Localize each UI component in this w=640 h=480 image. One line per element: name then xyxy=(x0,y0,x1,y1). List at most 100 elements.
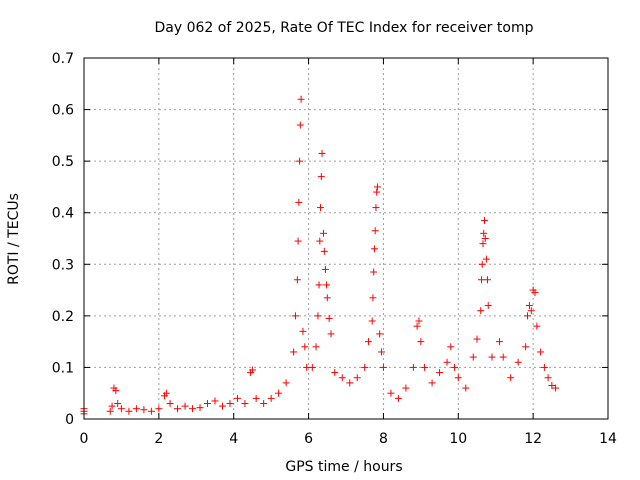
data-points xyxy=(80,95,560,418)
x-tick-label: 8 xyxy=(379,431,388,447)
data-point xyxy=(371,227,379,235)
x-tick-label: 4 xyxy=(229,431,238,447)
data-point xyxy=(108,402,116,410)
x-tick-label: 10 xyxy=(449,431,467,447)
data-point xyxy=(544,374,552,382)
x-axis-ticks: 0 2 4 6 8 10 12 14 xyxy=(80,58,617,447)
data-point xyxy=(469,353,477,361)
data-point xyxy=(294,237,302,245)
data-point xyxy=(484,302,492,310)
data-point xyxy=(211,397,219,405)
data-point xyxy=(301,343,309,351)
data-point xyxy=(378,348,386,356)
data-point xyxy=(364,338,372,346)
data-point xyxy=(315,281,323,289)
data-point xyxy=(421,363,429,371)
data-point xyxy=(376,330,384,338)
data-point xyxy=(226,400,234,408)
data-point xyxy=(480,229,488,237)
data-point xyxy=(312,343,320,351)
x-tick-label: 14 xyxy=(599,431,617,447)
data-point xyxy=(369,294,377,302)
data-point xyxy=(346,379,354,387)
data-point xyxy=(436,369,444,377)
y-axis-ticks: 0 0.1 0.2 0.3 0.4 0.5 0.6 0.7 xyxy=(52,51,608,428)
data-point xyxy=(394,394,402,402)
data-point xyxy=(189,405,197,413)
data-point xyxy=(370,268,378,276)
data-point xyxy=(267,394,275,402)
data-point xyxy=(162,389,170,397)
data-point xyxy=(248,366,256,374)
data-point xyxy=(318,149,326,157)
y-tick-label: 0.7 xyxy=(52,51,74,67)
data-point xyxy=(522,343,530,351)
data-point xyxy=(368,317,376,325)
data-point xyxy=(147,407,155,415)
data-point xyxy=(325,314,333,322)
data-point xyxy=(552,384,560,392)
data-point xyxy=(338,374,346,382)
data-point xyxy=(132,405,140,413)
data-point xyxy=(218,402,226,410)
data-point xyxy=(415,317,423,325)
data-point xyxy=(196,404,204,412)
data-point xyxy=(296,121,304,129)
data-point xyxy=(373,183,381,191)
data-point xyxy=(537,348,545,356)
data-point xyxy=(282,379,290,387)
x-tick-label: 12 xyxy=(524,431,542,447)
data-point xyxy=(483,276,491,284)
data-point xyxy=(402,384,410,392)
data-point xyxy=(527,307,535,315)
data-point xyxy=(524,312,532,320)
data-point xyxy=(166,400,174,408)
data-point xyxy=(499,353,507,361)
data-point xyxy=(451,363,459,371)
data-point xyxy=(540,363,548,371)
data-point xyxy=(514,358,522,366)
data-point xyxy=(447,343,455,351)
x-tick-label: 6 xyxy=(304,431,313,447)
data-point xyxy=(252,394,260,402)
data-point xyxy=(106,407,114,415)
data-point xyxy=(387,389,395,397)
data-point xyxy=(478,260,486,268)
data-point xyxy=(241,400,249,408)
data-point xyxy=(293,276,301,284)
data-point xyxy=(317,204,325,212)
data-point xyxy=(155,405,163,413)
y-tick-label: 0 xyxy=(65,412,74,428)
data-point xyxy=(140,406,148,414)
y-tick-label: 0.5 xyxy=(52,154,74,170)
data-point xyxy=(260,400,268,408)
data-point xyxy=(417,338,425,346)
data-point xyxy=(372,204,380,212)
y-tick-label: 0.4 xyxy=(52,206,74,222)
data-point xyxy=(482,255,490,263)
data-point xyxy=(275,389,283,397)
y-tick-label: 0.6 xyxy=(52,103,74,119)
data-point xyxy=(320,247,328,255)
data-point xyxy=(507,374,515,382)
data-point xyxy=(473,335,481,343)
y-axis-label: ROTI / TECUs xyxy=(6,193,22,285)
grid-lines xyxy=(84,58,608,419)
data-point xyxy=(299,327,307,335)
data-point xyxy=(548,381,556,389)
x-tick-label: 0 xyxy=(80,431,89,447)
data-point xyxy=(204,400,212,408)
data-point xyxy=(428,379,436,387)
data-point xyxy=(481,235,489,242)
data-point xyxy=(290,348,298,356)
data-point xyxy=(314,312,322,320)
data-point xyxy=(477,276,485,284)
data-point xyxy=(316,237,324,245)
plot-frame xyxy=(83,57,609,420)
data-point xyxy=(353,374,361,382)
data-point xyxy=(479,240,487,248)
data-point xyxy=(174,405,182,413)
x-tick-label: 2 xyxy=(154,431,163,447)
data-point xyxy=(323,281,331,289)
